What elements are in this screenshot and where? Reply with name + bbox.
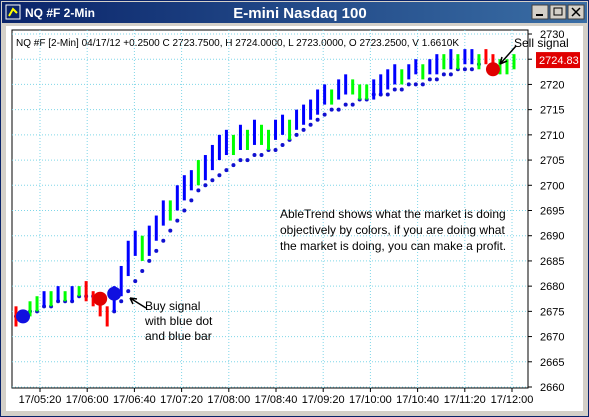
y-tick-label: 2715: [540, 105, 564, 117]
last-price-label: 2724.83: [539, 55, 579, 67]
x-tick-label: 17/06:00: [66, 394, 109, 406]
stop-dot: [441, 72, 446, 77]
stop-dot: [329, 107, 334, 112]
stop-dot: [147, 258, 152, 263]
stop-dot: [280, 142, 285, 147]
stop-dot: [420, 82, 425, 87]
app-icon-glyph: [8, 7, 18, 17]
stop-dot: [399, 87, 404, 92]
app-icon: [5, 4, 21, 20]
stop-dot: [343, 102, 348, 107]
buy-dot: [107, 286, 122, 301]
stop-dot: [301, 127, 306, 132]
stop-dot: [448, 72, 453, 77]
y-tick-label: 2675: [540, 306, 564, 318]
y-tick-label: 2670: [540, 332, 564, 344]
x-tick-label: 17/08:40: [255, 394, 298, 406]
header-line: NQ #F [2-Min] 04/17/12 +0.2500 C 2723.75…: [16, 38, 459, 49]
stop-dot: [259, 153, 264, 158]
x-tick-label: 17/11:20: [444, 394, 486, 406]
stop-dot: [154, 248, 159, 253]
maximize-button[interactable]: [549, 4, 567, 20]
maximize-glyph: [553, 7, 563, 16]
y-tick-label: 2720: [540, 79, 564, 91]
title-bar: [2, 2, 587, 23]
stop-dot: [224, 168, 229, 173]
stop-dot: [133, 279, 138, 284]
x-tick-label: 17/10:00: [349, 394, 392, 406]
stop-dot: [434, 77, 439, 82]
stop-dot: [252, 153, 257, 158]
y-tick-label: 2700: [540, 180, 564, 192]
y-tick-label: 2680: [540, 281, 564, 293]
x-tick-label: 17/10:40: [396, 394, 439, 406]
y-tick-label: 2710: [540, 130, 564, 142]
stop-dot: [210, 178, 215, 183]
x-tick-label: 17/05:20: [19, 394, 62, 406]
y-tick-label: 2660: [540, 382, 564, 394]
stop-dot: [175, 218, 180, 223]
x-tick-label: 17/06:40: [113, 394, 156, 406]
close-glyph: [571, 7, 581, 17]
sell-label: Sell signal: [514, 36, 569, 50]
stop-dot: [350, 102, 355, 107]
stop-dot: [217, 173, 222, 178]
y-tick-label: 2690: [540, 231, 564, 243]
buy-label-line: and blue bar: [145, 329, 212, 343]
x-tick-label: 17/07:20: [160, 394, 203, 406]
stop-dot: [182, 208, 187, 213]
window-title: NQ #F 2-Min: [25, 6, 95, 20]
sell-dot: [485, 62, 500, 77]
stop-dot: [196, 188, 201, 193]
y-tick-label: 2705: [540, 155, 564, 167]
plot-area: [11, 29, 529, 389]
stop-dot: [161, 238, 166, 243]
buy-dot: [16, 309, 31, 324]
buy-label-line: Buy signal: [145, 299, 200, 313]
x-tick-label: 17/09:20: [302, 394, 345, 406]
x-tick-label: 17/12:00: [491, 394, 534, 406]
stop-dot: [336, 107, 341, 112]
stop-dot: [238, 158, 243, 163]
sell-arrow: [499, 45, 517, 65]
stop-dot: [231, 163, 236, 168]
stop-dot: [392, 87, 397, 92]
stop-dot: [140, 269, 145, 274]
annotation-line: objectively by colors, if you are doing …: [280, 223, 505, 237]
stop-dot: [413, 82, 418, 87]
annotation-line: AbleTrend shows what the market is doing: [280, 207, 506, 221]
stop-dot: [462, 67, 467, 72]
chart-title: E-mini Nasdaq 100: [233, 5, 366, 22]
last-price-box: [536, 52, 580, 69]
sell-dot: [93, 291, 108, 306]
stop-dot: [469, 67, 474, 72]
stop-dot: [427, 77, 432, 82]
stop-dot: [315, 117, 320, 122]
y-tick-label: 2665: [540, 357, 564, 369]
buy-label-line: with blue dot: [144, 314, 213, 328]
stop-dot: [385, 92, 390, 97]
stop-dot: [119, 299, 124, 304]
stop-dot: [273, 147, 278, 152]
window-buttons[interactable]: [531, 4, 585, 20]
stop-dot: [406, 82, 411, 87]
stop-dot: [168, 228, 173, 233]
stop-dot: [203, 183, 208, 188]
stop-dot: [294, 132, 299, 137]
stop-dot: [245, 158, 250, 163]
annotation-line: the market is doing, you can make a prof…: [280, 239, 506, 253]
y-tick-label: 2695: [540, 206, 564, 218]
y-tick-label: 2730: [540, 29, 564, 41]
buy-arrow: [129, 297, 147, 309]
stop-dot: [322, 112, 327, 117]
stop-dot: [189, 198, 194, 203]
y-tick-label: 2685: [540, 256, 564, 268]
x-tick-label: 17/08:00: [207, 394, 250, 406]
stop-dot: [126, 289, 131, 294]
minimize-button[interactable]: [531, 4, 549, 20]
stop-dot: [308, 122, 313, 127]
